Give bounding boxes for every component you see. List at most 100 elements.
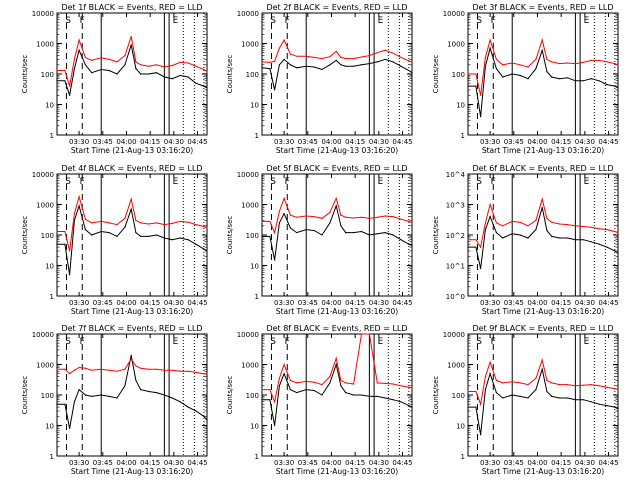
x-axis-label: Start Time (21-Aug-13 03:16:20) xyxy=(71,146,193,155)
series-lld-point xyxy=(296,382,298,384)
y-tick-label: 10 xyxy=(250,102,259,110)
series-lld-point xyxy=(511,62,513,64)
series-events-line xyxy=(57,44,208,96)
series-events-point xyxy=(135,68,137,70)
x-tick-label: 04:15 xyxy=(345,459,365,467)
x-tick-label: 04:45 xyxy=(187,299,207,307)
series-lld-point xyxy=(124,55,126,57)
series-events-point xyxy=(335,205,337,207)
series-lld-point xyxy=(467,390,469,393)
series-lld-point xyxy=(195,224,197,226)
series-lld-point xyxy=(116,61,118,63)
y-tick-label: 10^4 xyxy=(446,171,466,179)
marker-S: S xyxy=(270,16,276,26)
x-tick-label: 03:30 xyxy=(274,138,294,146)
series-lld-point xyxy=(305,55,307,57)
series-lld-point xyxy=(614,388,616,390)
series-lld-point xyxy=(480,246,482,248)
series-lld-point xyxy=(135,219,137,221)
series-lld-point xyxy=(340,56,342,59)
series-events-point xyxy=(502,76,504,78)
series-lld-point xyxy=(502,382,504,384)
series-events-point xyxy=(360,64,363,66)
series-lld-point xyxy=(108,58,110,61)
series-events-point xyxy=(408,243,410,245)
series-events-point xyxy=(368,63,370,65)
y-tick-label: 100 xyxy=(41,232,54,240)
y-tick-label: 100 xyxy=(41,392,54,400)
marker-S: S xyxy=(65,337,71,347)
series-events-point xyxy=(130,208,132,210)
marker-S: S xyxy=(476,177,482,187)
series-lld-point xyxy=(321,58,323,60)
x-tick-label: 04:15 xyxy=(551,299,571,307)
series-events-point xyxy=(475,85,477,87)
series-events-point xyxy=(335,363,337,366)
x-axis-label: Start Time (21-Aug-13 03:16:20) xyxy=(482,467,604,476)
y-tick-label: 10000 xyxy=(237,171,259,179)
series-events-point xyxy=(551,395,553,397)
x-tick-label: 03:45 xyxy=(93,299,113,307)
series-lld-point xyxy=(408,220,410,222)
series-lld-point xyxy=(91,59,93,62)
y-tick-label: 1000 xyxy=(36,41,54,49)
series-events-point xyxy=(313,389,315,392)
series-lld-point xyxy=(195,65,197,67)
series-lld-point xyxy=(329,376,331,378)
series-lld-point xyxy=(519,64,521,66)
series-lld-point xyxy=(541,39,543,41)
series-events-point xyxy=(617,252,619,254)
series-lld-point xyxy=(148,223,150,225)
series-events-point xyxy=(64,403,66,405)
series-lld-point xyxy=(368,217,370,219)
series-events-point xyxy=(269,235,271,237)
series-events-point xyxy=(489,216,491,218)
series-lld-point xyxy=(108,369,110,371)
marker-F: F xyxy=(491,16,496,26)
x-tick-label: 03:30 xyxy=(274,299,294,307)
detector-panel-1: Det 1f BLACK = Events, RED = LLD 1 10 100 10… xyxy=(21,3,208,155)
x-tick-label: 04:30 xyxy=(369,138,389,146)
series-events-line xyxy=(57,355,208,429)
series-lld-point xyxy=(116,224,118,226)
series-events-point xyxy=(274,424,276,427)
marker-E: E xyxy=(584,16,590,26)
panel-title: Det 7f BLACK = Events, RED = LLD xyxy=(61,324,202,333)
y-tick-label: 10 xyxy=(250,263,259,271)
x-tick-label: 04:45 xyxy=(598,138,618,146)
series-events-point xyxy=(340,225,342,227)
series-lld-point xyxy=(606,61,608,63)
series-lld-point xyxy=(340,214,342,216)
series-events-point xyxy=(475,406,477,408)
series-events-point xyxy=(340,385,342,387)
series-events-point xyxy=(84,394,86,396)
series-lld-point xyxy=(551,221,553,223)
marker-E: E xyxy=(378,337,384,347)
y-axis-label: Counts/sec xyxy=(21,216,29,255)
series-events-point xyxy=(78,205,80,207)
series-events-point xyxy=(329,222,331,224)
marker-F: F xyxy=(285,177,290,187)
series-events-point xyxy=(519,395,521,397)
y-tick-label: 10^3 xyxy=(446,202,465,210)
series-events-point xyxy=(274,89,276,91)
series-events-point xyxy=(187,239,189,241)
panel-title: Det 6f BLACK = Events, RED = LLD xyxy=(472,164,613,173)
y-tick-label: 100 xyxy=(452,71,465,79)
series-lld-point xyxy=(163,224,165,226)
series-events-point xyxy=(614,406,616,408)
series-lld-point xyxy=(296,216,298,218)
series-events-point xyxy=(582,80,584,82)
series-events-point xyxy=(179,237,181,239)
series-events-point xyxy=(484,229,486,231)
y-tick-label: 10 xyxy=(456,102,465,110)
series-events-point xyxy=(100,230,102,233)
x-tick-label: 04:30 xyxy=(164,138,184,146)
series-lld-point xyxy=(475,73,477,75)
series-events-point xyxy=(582,399,584,401)
marker-S: S xyxy=(270,177,276,187)
series-lld-point xyxy=(598,59,600,62)
series-lld-point xyxy=(203,68,205,71)
y-tick-label: 10000 xyxy=(237,331,259,339)
series-lld-point xyxy=(541,198,543,200)
